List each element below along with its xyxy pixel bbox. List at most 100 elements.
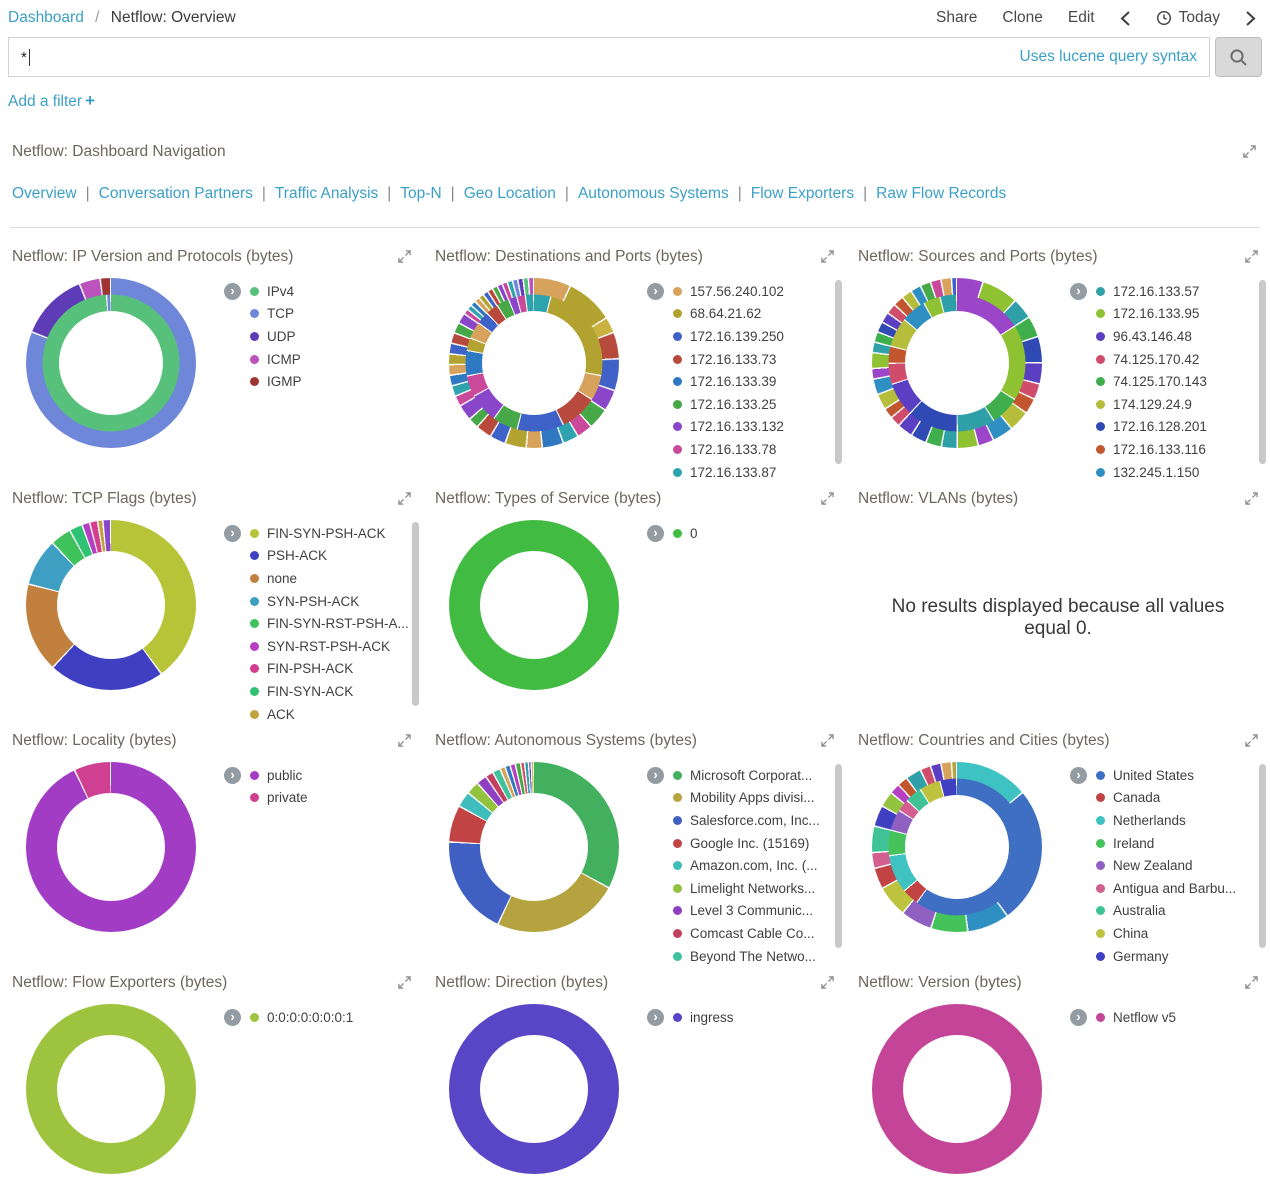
legend-item[interactable]: Google Inc. (15169)	[673, 832, 820, 855]
legend-item[interactable]: IPv4	[250, 280, 302, 303]
expand-icon[interactable]	[821, 492, 834, 510]
legend-item[interactable]: 96.43.146.48	[1096, 325, 1207, 348]
expand-icon[interactable]	[1245, 250, 1258, 268]
legend-item[interactable]: Ireland	[1096, 832, 1236, 855]
legend-item[interactable]: Microsoft Corporat...	[673, 764, 820, 787]
nav-link-overview[interactable]: Overview	[12, 185, 77, 202]
nav-link-geo-location[interactable]: Geo Location	[463, 185, 556, 202]
legend-item[interactable]: Netflow v5	[1096, 1006, 1176, 1029]
legend-item[interactable]: 172.16.128.201	[1096, 416, 1207, 439]
nav-link-top-n[interactable]: Top-N	[400, 185, 442, 202]
legend-toggle-icon[interactable]: ›	[224, 525, 241, 542]
legend-item[interactable]: Beyond The Netwo...	[673, 945, 820, 968]
legend-scrollbar[interactable]	[1259, 280, 1266, 470]
time-back-button[interactable]	[1120, 10, 1131, 27]
nav-link-conversation-partners[interactable]: Conversation Partners	[98, 185, 253, 202]
scrollbar-thumb[interactable]	[412, 522, 419, 706]
expand-icon[interactable]	[398, 250, 411, 268]
legend-item[interactable]: Limelight Networks...	[673, 877, 820, 900]
legend-item[interactable]: Amazon.com, Inc. (...	[673, 854, 820, 877]
donut-chart[interactable]	[449, 278, 619, 448]
legend-item[interactable]: Comcast Cable Co...	[673, 922, 820, 945]
legend-toggle-icon[interactable]: ›	[647, 283, 664, 300]
expand-icon[interactable]	[821, 250, 834, 268]
legend-item[interactable]: ICMP	[250, 348, 302, 371]
nav-link-traffic-analysis[interactable]: Traffic Analysis	[274, 185, 379, 202]
expand-icon[interactable]	[1245, 734, 1258, 752]
breadcrumb-dashboard-link[interactable]: Dashboard	[8, 9, 84, 26]
legend-scrollbar[interactable]	[835, 764, 842, 954]
legend-item[interactable]: 172.16.133.73	[673, 348, 784, 371]
donut-chart[interactable]	[26, 520, 196, 690]
legend-item[interactable]: 172.16.133.25	[673, 393, 784, 416]
legend-toggle-icon[interactable]: ›	[647, 1009, 664, 1026]
legend-item[interactable]: ingress	[673, 1006, 734, 1029]
donut-chart[interactable]	[872, 762, 1042, 932]
legend-item[interactable]: public	[250, 764, 308, 787]
clone-button[interactable]: Clone	[1002, 9, 1043, 26]
time-forward-button[interactable]	[1245, 10, 1256, 27]
legend-item[interactable]: 157.56.240.102	[673, 280, 784, 303]
donut-chart[interactable]	[449, 762, 619, 932]
donut-chart[interactable]	[449, 1004, 619, 1174]
scrollbar-thumb[interactable]	[835, 280, 842, 464]
donut-chart[interactable]	[449, 520, 619, 690]
legend-item[interactable]: Mobility Apps divisi...	[673, 787, 820, 810]
legend-item[interactable]: 172.16.139.250	[673, 325, 784, 348]
legend-item[interactable]: 0	[673, 522, 698, 545]
legend-item[interactable]: PSH-ACK	[250, 545, 409, 568]
nav-link-autonomous-systems[interactable]: Autonomous Systems	[577, 185, 729, 202]
legend-item[interactable]: Germany	[1096, 945, 1236, 968]
legend-item[interactable]: Canada	[1096, 787, 1236, 810]
expand-icon[interactable]	[821, 734, 834, 752]
legend-item[interactable]: 172.16.133.78	[673, 438, 784, 461]
legend-item[interactable]: 172.16.133.87	[673, 461, 784, 484]
timepicker-button[interactable]: Today	[1156, 9, 1220, 27]
donut-chart[interactable]	[872, 278, 1042, 448]
scrollbar-thumb[interactable]	[1259, 280, 1266, 464]
expand-icon[interactable]	[1245, 976, 1258, 994]
nav-link-raw-flow-records[interactable]: Raw Flow Records	[876, 185, 1007, 202]
legend-toggle-icon[interactable]: ›	[1070, 767, 1087, 784]
lucene-syntax-link[interactable]: Uses lucene query syntax	[1019, 48, 1197, 65]
legend-toggle-icon[interactable]: ›	[224, 1009, 241, 1026]
legend-item[interactable]: United States	[1096, 764, 1236, 787]
legend-item[interactable]: 74.125.170.143	[1096, 370, 1207, 393]
legend-scrollbar[interactable]	[1259, 764, 1266, 954]
legend-item[interactable]: FIN-SYN-ACK	[250, 680, 409, 703]
legend-item[interactable]: Australia	[1096, 900, 1236, 923]
donut-chart[interactable]	[26, 1004, 196, 1174]
donut-chart[interactable]	[872, 1004, 1042, 1174]
legend-item[interactable]: SYN-PSH-ACK	[250, 590, 409, 613]
share-button[interactable]: Share	[936, 9, 978, 26]
legend-item[interactable]: 172.16.133.95	[1096, 303, 1207, 326]
expand-icon[interactable]	[821, 976, 834, 994]
scrollbar-thumb[interactable]	[1259, 764, 1266, 948]
legend-item[interactable]: TCP	[250, 303, 302, 326]
legend-item[interactable]: New Zealand	[1096, 854, 1236, 877]
legend-item[interactable]: Netherlands	[1096, 809, 1236, 832]
expand-icon[interactable]	[398, 492, 411, 510]
legend-item[interactable]: IGMP	[250, 370, 302, 393]
legend-item[interactable]: 132.245.1.150	[1096, 461, 1207, 484]
legend-item[interactable]: Antigua and Barbu...	[1096, 877, 1236, 900]
nav-link-flow-exporters[interactable]: Flow Exporters	[750, 185, 855, 202]
legend-item[interactable]: 0:0:0:0:0:0:0:1	[250, 1006, 353, 1029]
search-button[interactable]	[1215, 37, 1262, 77]
legend-item[interactable]: 172.16.133.132	[673, 416, 784, 439]
donut-chart[interactable]	[26, 278, 196, 448]
legend-item[interactable]: none	[250, 567, 409, 590]
donut-chart[interactable]	[26, 762, 196, 932]
legend-item[interactable]: FIN-SYN-RST-PSH-A...	[250, 612, 409, 635]
legend-toggle-icon[interactable]: ›	[224, 283, 241, 300]
legend-item[interactable]: SYN-RST-PSH-ACK	[250, 635, 409, 658]
scrollbar-thumb[interactable]	[835, 764, 842, 948]
legend-toggle-icon[interactable]: ›	[647, 767, 664, 784]
expand-icon[interactable]	[398, 976, 411, 994]
expand-icon[interactable]	[398, 734, 411, 752]
legend-item[interactable]: FIN-SYN-PSH-ACK	[250, 522, 409, 545]
legend-item[interactable]: UDP	[250, 325, 302, 348]
legend-item[interactable]: 74.125.170.42	[1096, 348, 1207, 371]
legend-toggle-icon[interactable]: ›	[647, 525, 664, 542]
expand-icon[interactable]	[1245, 492, 1258, 510]
